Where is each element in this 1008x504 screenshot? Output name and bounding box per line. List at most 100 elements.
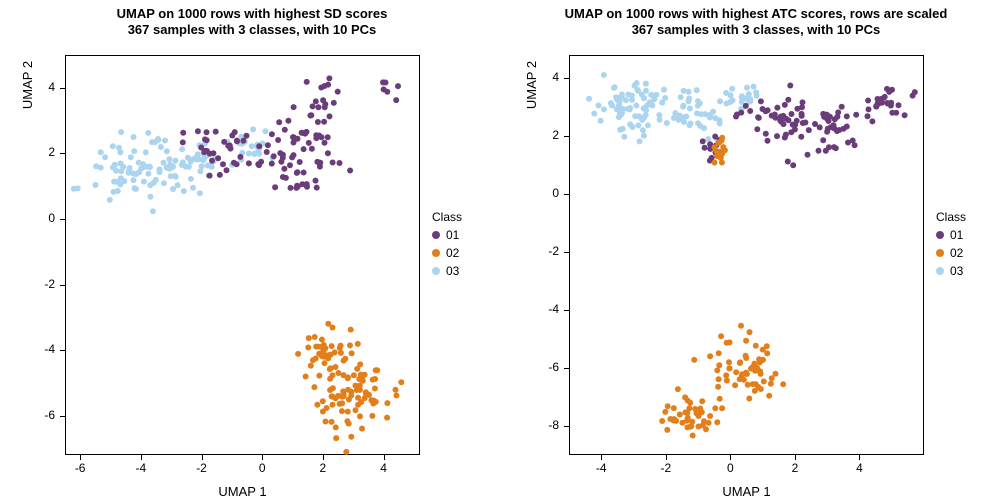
data-point — [349, 350, 355, 356]
data-point — [820, 111, 826, 117]
data-point — [162, 138, 168, 144]
data-point — [882, 94, 888, 100]
data-point — [716, 362, 722, 368]
data-point — [359, 426, 365, 432]
data-point — [342, 356, 348, 362]
data-point — [656, 112, 662, 118]
data-point — [765, 138, 771, 144]
data-point — [312, 334, 318, 340]
legend: Class010203 — [936, 210, 966, 278]
data-point — [758, 98, 764, 104]
data-point — [707, 353, 713, 359]
data-point — [766, 393, 772, 399]
y-tick — [60, 285, 65, 286]
data-point — [304, 79, 310, 85]
y-tick-label: -4 — [25, 342, 55, 356]
data-point — [294, 185, 300, 191]
data-point — [619, 91, 625, 97]
data-point — [612, 84, 618, 90]
legend-swatch-icon — [936, 249, 944, 257]
data-point — [269, 161, 275, 167]
data-point — [215, 155, 221, 161]
data-point — [333, 435, 339, 441]
data-point — [310, 357, 316, 363]
data-point — [337, 160, 343, 166]
y-tick — [60, 416, 65, 417]
data-point — [353, 407, 359, 413]
data-point — [677, 412, 683, 418]
x-axis-label: UMAP 1 — [65, 484, 420, 499]
data-point — [664, 427, 670, 433]
data-point — [700, 138, 706, 144]
data-point — [695, 411, 701, 417]
legend-swatch-icon — [936, 267, 944, 275]
data-point — [339, 400, 345, 406]
data-point — [291, 104, 297, 110]
data-point — [823, 148, 829, 154]
data-point — [757, 368, 763, 374]
data-point — [128, 154, 134, 160]
data-point — [320, 343, 326, 349]
data-point — [690, 433, 696, 439]
data-point — [769, 113, 775, 119]
data-point — [398, 379, 404, 385]
data-point — [671, 405, 677, 411]
data-point — [694, 87, 700, 93]
data-point — [282, 127, 288, 133]
data-point — [689, 419, 695, 425]
data-point — [782, 135, 788, 141]
y-tick — [564, 310, 569, 311]
data-point — [320, 97, 326, 103]
y-tick — [60, 219, 65, 220]
data-point — [686, 98, 692, 104]
data-point — [699, 398, 705, 404]
data-point — [263, 128, 269, 134]
data-point — [314, 185, 320, 191]
data-point — [305, 345, 311, 351]
data-point — [683, 114, 689, 120]
data-point — [98, 165, 104, 171]
data-point — [831, 144, 837, 150]
data-point — [198, 145, 204, 151]
data-point — [197, 190, 203, 196]
data-point — [287, 162, 293, 168]
data-point — [338, 343, 344, 349]
data-point — [746, 396, 752, 402]
data-point — [355, 341, 361, 347]
legend-label: 01 — [950, 228, 963, 242]
data-point — [875, 101, 881, 107]
data-point — [785, 97, 791, 103]
data-point — [707, 413, 713, 419]
data-point — [335, 89, 341, 95]
points-layer — [570, 56, 925, 456]
data-point — [195, 128, 201, 134]
data-point — [221, 139, 227, 145]
data-point — [643, 107, 649, 113]
data-point — [744, 85, 750, 91]
data-point — [816, 148, 822, 154]
data-point — [339, 408, 345, 414]
data-point — [623, 97, 629, 103]
legend-item: 02 — [936, 246, 966, 260]
data-point — [295, 351, 301, 357]
y-tick — [564, 136, 569, 137]
data-point — [687, 105, 693, 111]
data-point — [326, 75, 332, 81]
data-point — [353, 383, 359, 389]
data-point — [738, 323, 744, 329]
data-point — [853, 112, 859, 118]
data-point — [102, 154, 108, 160]
data-point — [755, 114, 761, 120]
data-point — [609, 103, 615, 109]
data-point — [591, 111, 597, 117]
data-point — [107, 197, 113, 203]
data-point — [661, 87, 667, 93]
data-point — [331, 100, 337, 106]
data-point — [308, 363, 314, 369]
x-tick-label: -4 — [121, 461, 161, 475]
legend: Class010203 — [432, 210, 462, 278]
data-point — [71, 186, 77, 192]
data-point — [338, 350, 344, 356]
data-point — [210, 150, 216, 156]
data-point — [716, 376, 722, 382]
